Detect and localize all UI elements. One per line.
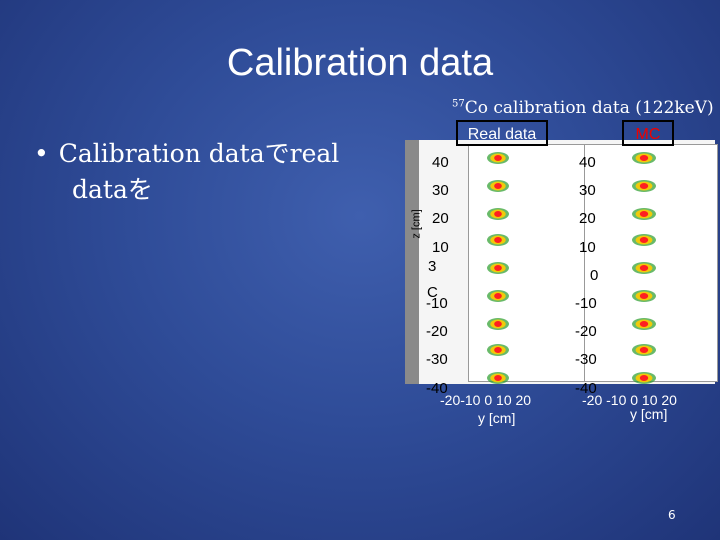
calibration-caption: 57Co calibration data (122keV) [452,98,714,118]
calibration-spot [487,290,509,302]
calibration-spot [487,262,509,274]
mc-y-tick: 20 [579,210,596,228]
mc-y-tick: 40 [579,154,596,171]
real-x-axis-title: y [cm] [478,410,516,426]
bullet-line-2: dataを [72,175,153,204]
calibration-spot [632,262,656,274]
mc-x-ticks: -20 -10 0 10 20 [582,392,677,408]
isotope-mass-number: 57 [452,98,465,110]
slide-title: Calibration data [226,42,494,84]
mc-y-tick: 30 [579,182,596,200]
real-x-ticks: -20-10 0 10 20 [440,392,532,408]
calibration-spot [632,372,656,384]
calibration-spot [487,344,509,356]
calibration-spot [632,344,656,356]
calibration-spot [632,318,656,330]
real-y-tick: 10 [432,238,449,256]
calibration-spot [632,208,656,220]
calibration-spot [632,152,656,164]
bullet-dot-icon: • [34,139,49,168]
bullet-point: • Calibration dataでreal dataを [34,136,339,208]
mc-y-tick: 10 [579,238,596,256]
mc-y-tick: -20 [575,323,597,341]
real-y-tick: -10 [426,295,448,312]
real-y-tick: -20 [426,323,448,341]
mc-label: MC [622,120,674,146]
real-y-tick: -40 [426,379,448,397]
mc-y-tick: 0 [590,266,599,284]
calibration-spot [487,372,509,384]
real-y-tick: 20 [432,210,449,228]
overlap-mark-3: 3 [428,258,437,275]
calibration-spot [487,318,509,330]
calibration-spot [487,234,509,246]
real-y-tick: 30 [432,182,449,200]
bullet-line-1: • Calibration dataでreal [34,139,340,168]
mc-y-tick: -40 [575,379,597,397]
calibration-spot [632,180,656,192]
calibration-spot [487,208,509,220]
calibration-spot [487,180,509,192]
mc-x-axis-title: y [cm] [630,406,668,422]
real-y-tick: -30 [426,351,448,369]
plot-left-strip [405,140,419,384]
calibration-spot [487,152,509,164]
caption-text: Co calibration data (122keV) [464,98,714,118]
mc-y-tick: -30 [575,351,597,369]
mc-y-tick: -10 [575,295,597,312]
real-y-tick: 40 [432,154,449,171]
real-data-label: Real data [456,120,548,146]
page-number: 6 [668,508,676,522]
calibration-spot [632,290,656,302]
calibration-spot [632,234,656,246]
overlap-mark-c: C [427,284,438,301]
